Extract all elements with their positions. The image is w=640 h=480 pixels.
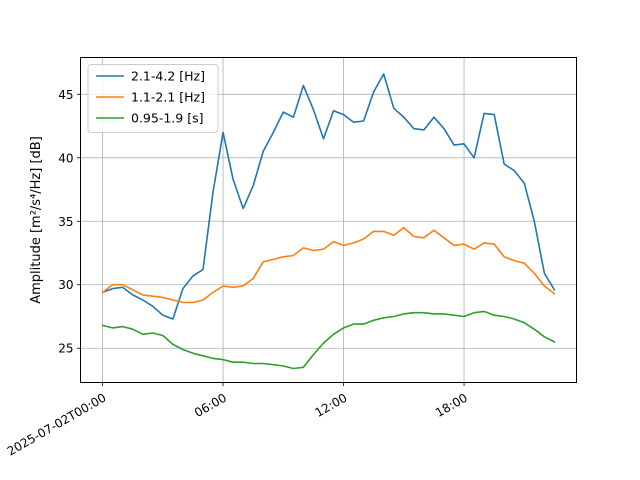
legend: 2.1-4.2 [Hz] 1.1-2.1 [Hz] 0.95-1.9 [s]	[87, 64, 219, 133]
x-tick-label: 06:00	[192, 391, 229, 420]
y-tick-label: 30	[58, 278, 73, 292]
series-line-1	[101, 73, 556, 320]
legend-entry: 0.95-1.9 [s]	[131, 111, 203, 126]
legend-entry: 1.1-2.1 [Hz]	[131, 90, 205, 105]
x-tick-label: 18:00	[433, 391, 470, 420]
y-tick-label: 25	[58, 342, 73, 356]
x-tick-label: 2025-07-02T00:00	[5, 391, 109, 459]
series-line-2	[101, 226, 556, 304]
y-tick-label: 45	[58, 88, 73, 102]
legend-entry: 2.1-4.2 [Hz]	[131, 69, 205, 84]
y-axis-label: Amplitude [m²/s⁴/Hz] [dB]	[29, 136, 44, 304]
series-line-3	[101, 310, 556, 370]
grid	[80, 57, 577, 383]
y-tick-label: 35	[58, 215, 73, 229]
axes-frame	[80, 57, 577, 383]
y-tick-label: 40	[58, 151, 73, 165]
x-tick-label: 12:00	[313, 391, 350, 420]
series-layer	[101, 73, 556, 370]
ticks: 2025-07-02T00:00 06:00 12:00 18:00 25 30 35 40 4…	[5, 88, 470, 459]
legend-box	[87, 64, 219, 133]
